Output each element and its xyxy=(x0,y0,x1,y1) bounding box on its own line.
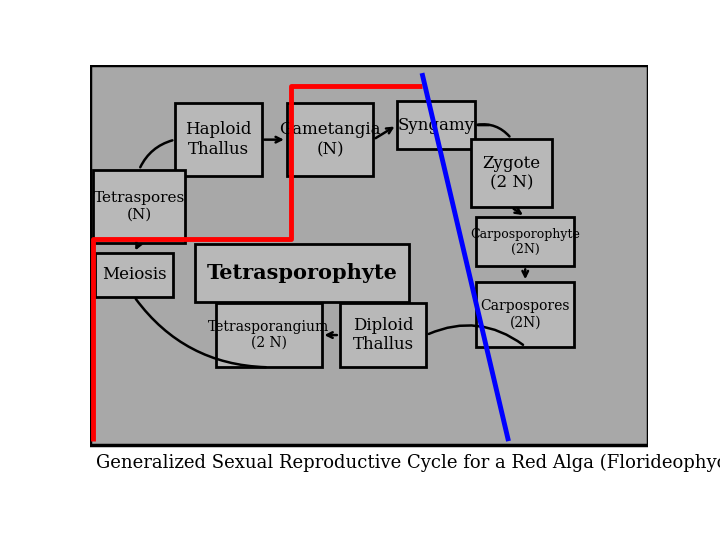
Bar xyxy=(194,244,410,302)
Bar xyxy=(175,103,261,176)
Text: Tetrasporangium
(2 N): Tetrasporangium (2 N) xyxy=(208,320,329,350)
Text: Syngamy: Syngamy xyxy=(397,117,474,133)
Text: Meiosis: Meiosis xyxy=(102,266,166,284)
Bar xyxy=(95,253,173,296)
Bar xyxy=(340,303,426,367)
Bar xyxy=(287,103,373,176)
Text: Diploid
Thallus: Diploid Thallus xyxy=(352,317,413,353)
Bar xyxy=(215,303,322,367)
Bar xyxy=(477,282,574,347)
Text: Zygote
(2 N): Zygote (2 N) xyxy=(482,154,540,191)
Text: Gametangia
(N): Gametangia (N) xyxy=(279,122,381,158)
Text: Carpospores
(2N): Carpospores (2N) xyxy=(480,299,570,329)
Text: Haploid
Thallus: Haploid Thallus xyxy=(185,122,251,158)
Bar xyxy=(93,170,185,242)
Bar xyxy=(471,139,552,207)
Bar xyxy=(397,101,475,149)
Text: Tetraspores
(N): Tetraspores (N) xyxy=(94,191,185,221)
Bar xyxy=(477,217,574,266)
Text: Carposporophyte
(2N): Carposporophyte (2N) xyxy=(470,227,580,255)
Text: Tetrasporophyte: Tetrasporophyte xyxy=(207,262,397,283)
Text: Generalized Sexual Reproductive Cycle for a Red Alga (Florideophyco: Generalized Sexual Reproductive Cycle fo… xyxy=(96,454,720,472)
